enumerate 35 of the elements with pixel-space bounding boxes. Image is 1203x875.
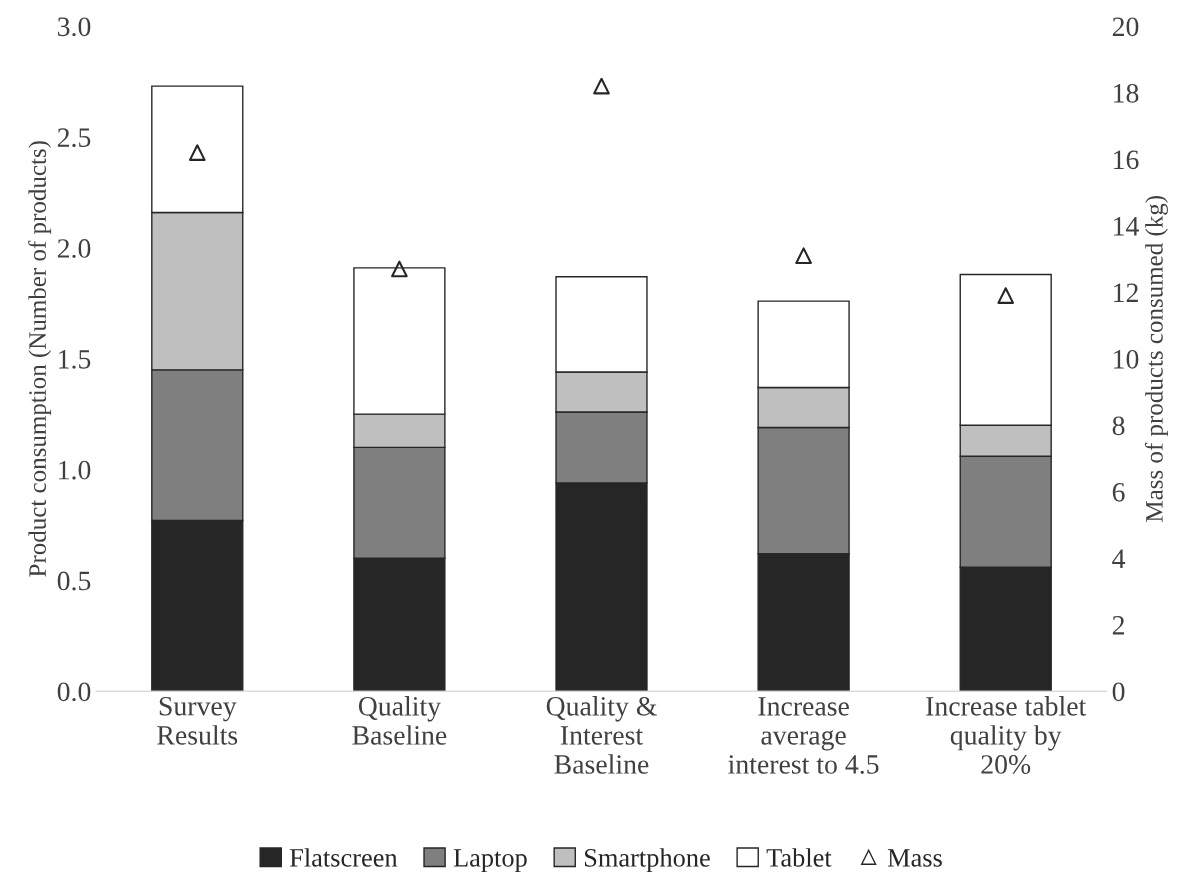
point [997,287,1015,304]
y-tick-label: 0.5 [57,571,91,591]
x-tick-label: Increase tablet quality by 20% [926,696,1087,774]
legend-label: Smartphone [584,848,710,873]
y-axis-title: Product consumption (Number of products) [28,141,52,577]
y2-tick-label: 18 [1114,83,1139,103]
legend-label: Laptop [453,849,527,873]
x-tick-label: Increase average interest to 4.5 [728,697,879,774]
point [391,260,408,278]
y-tick-label: 2.5 [57,128,91,148]
y2-tick-label: 2 [1112,615,1124,635]
y2-tick-label: 6 [1112,482,1125,502]
y2-tick-label: 10 [1114,349,1139,369]
y2-tick-label: 14 [1114,217,1139,236]
y2-tick-label: 16 [1114,150,1139,170]
legend-label: Flatscreen [289,848,398,867]
y2-axis-title: Mass of products consumed (kg) [1144,195,1168,522]
point [188,144,206,161]
point [795,247,812,264]
x-tick-label: Quality Baseline [352,696,447,745]
y-tick-label: 1.5 [59,350,91,369]
y2-tick-label: 20 [1112,17,1139,37]
legend-label: Tablet [766,848,832,867]
legend-label: Mass [887,849,942,867]
x-tick-label: Quality & Interest Baseline [546,696,657,774]
y-tick-label: 2.0 [57,239,91,258]
point [593,77,610,95]
y2-tick-label: 12 [1114,283,1138,302]
y-tick-label: 0.0 [57,682,91,702]
y2-tick-label: 0 [1112,682,1125,702]
y2-tick-label: 4 [1112,549,1126,568]
y2-tick-label: 8 [1112,416,1125,436]
x-tick-label: Survey Results [157,696,238,745]
y-tick-label: 3.0 [57,17,91,37]
y-tick-label: 1.0 [59,460,91,480]
